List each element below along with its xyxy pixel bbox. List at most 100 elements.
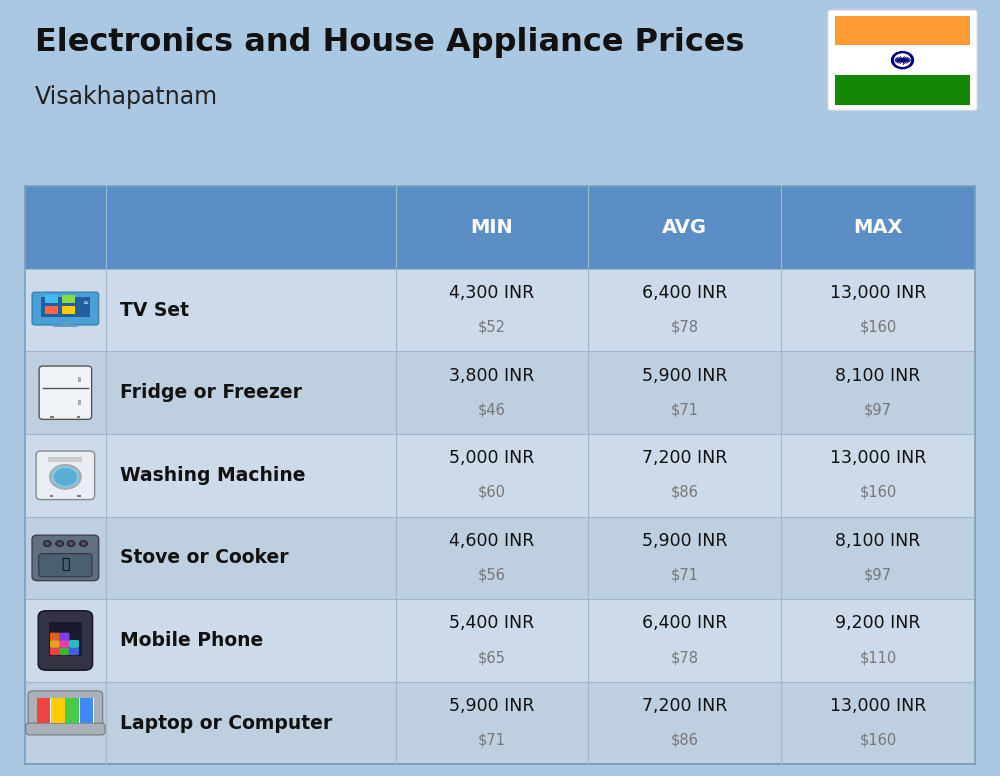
Text: Stove or Cooker: Stove or Cooker <box>120 549 289 567</box>
Text: 4,600 INR: 4,600 INR <box>449 532 535 550</box>
Bar <box>37 698 50 723</box>
Circle shape <box>79 540 88 547</box>
FancyBboxPatch shape <box>59 632 70 640</box>
Text: AVG: AVG <box>662 218 707 237</box>
FancyBboxPatch shape <box>50 632 60 640</box>
Circle shape <box>69 542 73 546</box>
Text: 7,200 INR: 7,200 INR <box>642 449 727 467</box>
Text: $160: $160 <box>859 485 897 500</box>
Bar <box>45 295 58 303</box>
Text: 13,000 INR: 13,000 INR <box>830 449 926 467</box>
Circle shape <box>54 468 77 486</box>
Bar <box>41 296 90 317</box>
Text: TV Set: TV Set <box>120 300 189 320</box>
Text: $86: $86 <box>671 733 699 747</box>
FancyBboxPatch shape <box>59 647 70 655</box>
FancyBboxPatch shape <box>39 366 92 419</box>
Bar <box>61 322 69 327</box>
Bar <box>25 268 975 352</box>
Text: $97: $97 <box>864 567 892 583</box>
FancyBboxPatch shape <box>50 640 60 648</box>
FancyBboxPatch shape <box>32 292 99 325</box>
Bar <box>25 352 975 434</box>
FancyBboxPatch shape <box>69 647 79 655</box>
Text: MAX: MAX <box>853 218 903 237</box>
Text: 7,200 INR: 7,200 INR <box>642 697 727 715</box>
Text: Laptop or Computer: Laptop or Computer <box>120 714 332 733</box>
Text: 13,000 INR: 13,000 INR <box>830 284 926 302</box>
Bar <box>80 698 93 723</box>
Text: 4,300 INR: 4,300 INR <box>449 284 535 302</box>
Text: MIN: MIN <box>471 218 513 237</box>
Circle shape <box>67 540 75 547</box>
Text: 9,200 INR: 9,200 INR <box>835 615 921 632</box>
Text: 8,100 INR: 8,100 INR <box>835 532 921 550</box>
Text: 6,400 INR: 6,400 INR <box>642 615 727 632</box>
Text: Electronics and House Appliance Prices: Electronics and House Appliance Prices <box>35 27 744 58</box>
Bar <box>78 400 81 404</box>
FancyBboxPatch shape <box>50 647 60 655</box>
Text: 5,900 INR: 5,900 INR <box>642 366 728 385</box>
Text: 13,000 INR: 13,000 INR <box>830 697 926 715</box>
Bar <box>48 457 82 462</box>
Bar <box>25 434 975 517</box>
Bar <box>50 495 53 497</box>
FancyBboxPatch shape <box>36 451 95 500</box>
Bar <box>77 495 81 497</box>
FancyBboxPatch shape <box>39 553 92 577</box>
Text: $52: $52 <box>478 320 506 334</box>
Text: $86: $86 <box>671 485 699 500</box>
Circle shape <box>58 542 62 546</box>
Circle shape <box>81 542 86 546</box>
Bar <box>37 698 94 723</box>
Bar <box>51 698 65 723</box>
Circle shape <box>900 58 905 62</box>
Bar <box>49 622 82 656</box>
Text: $71: $71 <box>478 733 506 747</box>
Circle shape <box>50 465 81 489</box>
Text: 3,800 INR: 3,800 INR <box>449 366 535 385</box>
Text: $78: $78 <box>671 320 699 334</box>
Text: 6,400 INR: 6,400 INR <box>642 284 727 302</box>
Text: 5,000 INR: 5,000 INR <box>449 449 535 467</box>
Bar <box>25 682 975 764</box>
Text: $160: $160 <box>859 733 897 747</box>
FancyBboxPatch shape <box>38 611 93 670</box>
FancyBboxPatch shape <box>828 10 977 110</box>
Circle shape <box>45 542 49 546</box>
Bar <box>78 377 81 382</box>
Text: 🔥: 🔥 <box>61 558 70 572</box>
Bar <box>62 306 75 314</box>
FancyBboxPatch shape <box>69 640 79 648</box>
FancyBboxPatch shape <box>59 640 70 648</box>
FancyBboxPatch shape <box>28 691 103 730</box>
Bar <box>65 698 79 723</box>
Text: $56: $56 <box>478 567 506 583</box>
Text: $65: $65 <box>478 650 506 665</box>
Text: Fridge or Freezer: Fridge or Freezer <box>120 383 302 402</box>
Bar <box>835 16 970 45</box>
Bar <box>835 75 970 105</box>
Circle shape <box>43 540 51 547</box>
Circle shape <box>895 54 910 66</box>
FancyBboxPatch shape <box>26 723 105 735</box>
Text: $160: $160 <box>859 320 897 334</box>
Text: ≈: ≈ <box>82 300 88 306</box>
Text: $60: $60 <box>478 485 506 500</box>
Text: Mobile Phone: Mobile Phone <box>120 631 263 650</box>
Bar <box>50 416 54 417</box>
Text: 5,900 INR: 5,900 INR <box>449 697 535 715</box>
Bar <box>62 295 75 303</box>
Bar <box>25 186 975 268</box>
Text: $71: $71 <box>671 567 699 583</box>
Bar <box>25 517 975 599</box>
Bar <box>45 306 58 314</box>
Text: 5,900 INR: 5,900 INR <box>642 532 728 550</box>
Circle shape <box>892 52 914 68</box>
Bar <box>835 45 970 75</box>
Text: 5,400 INR: 5,400 INR <box>449 615 535 632</box>
Bar <box>77 416 80 417</box>
Text: $78: $78 <box>671 650 699 665</box>
Text: $71: $71 <box>671 402 699 417</box>
Text: 8,100 INR: 8,100 INR <box>835 366 921 385</box>
